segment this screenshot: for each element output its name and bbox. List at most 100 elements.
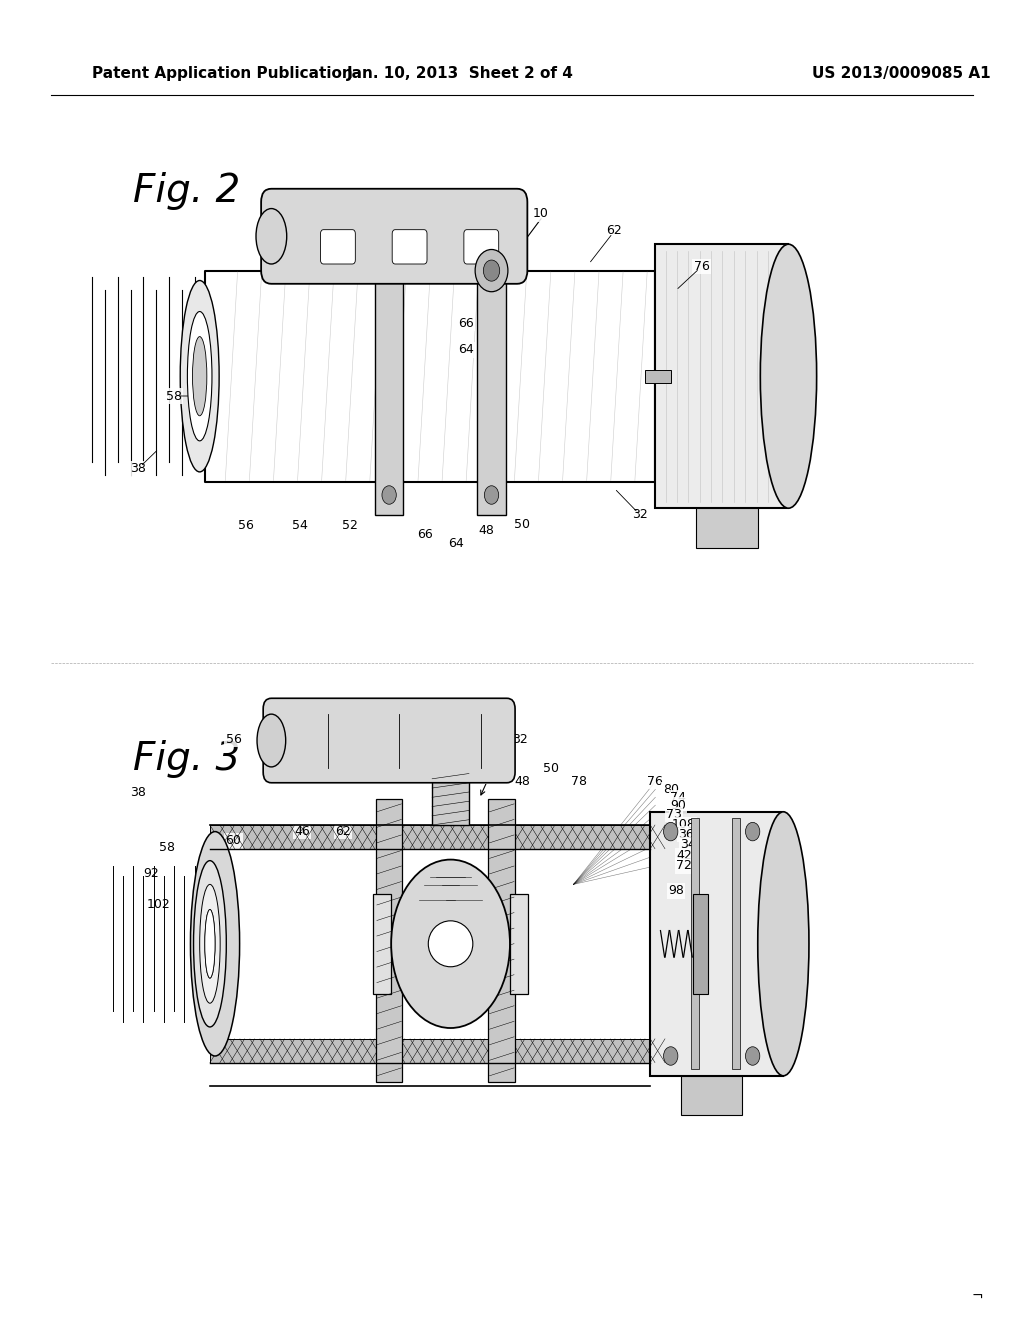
- Ellipse shape: [428, 921, 473, 966]
- Bar: [696, 508, 758, 548]
- Ellipse shape: [391, 859, 510, 1028]
- Text: 54: 54: [287, 733, 303, 746]
- Text: 78: 78: [570, 775, 587, 788]
- Ellipse shape: [758, 812, 809, 1076]
- Bar: [205, 271, 655, 482]
- Text: 98: 98: [668, 884, 684, 898]
- FancyBboxPatch shape: [464, 230, 499, 264]
- Ellipse shape: [257, 714, 286, 767]
- Text: 66: 66: [417, 528, 433, 541]
- Text: 38: 38: [130, 462, 146, 475]
- Bar: [210, 1039, 650, 1063]
- Text: 48: 48: [478, 524, 495, 537]
- Text: 44: 44: [345, 770, 361, 783]
- Text: 62: 62: [606, 224, 623, 238]
- Text: 48: 48: [514, 775, 530, 788]
- Bar: [681, 1076, 742, 1115]
- Text: 80: 80: [663, 783, 679, 796]
- Text: 70: 70: [483, 726, 500, 739]
- Text: 74: 74: [670, 791, 686, 804]
- Text: 90: 90: [670, 799, 686, 812]
- Text: 44: 44: [396, 215, 413, 228]
- Text: 71: 71: [410, 717, 426, 730]
- Ellipse shape: [200, 884, 220, 1003]
- Circle shape: [664, 1047, 678, 1065]
- Text: US 2013/0009085 A1: US 2013/0009085 A1: [812, 66, 990, 82]
- Ellipse shape: [205, 909, 215, 978]
- Bar: [650, 812, 783, 1076]
- Text: ¬: ¬: [972, 1290, 983, 1304]
- Circle shape: [483, 260, 500, 281]
- Text: 54: 54: [292, 519, 308, 532]
- Bar: [210, 825, 650, 849]
- Text: 73: 73: [666, 808, 682, 821]
- Text: 64: 64: [458, 343, 474, 356]
- Bar: [375, 238, 403, 515]
- Text: 76: 76: [647, 775, 664, 788]
- Ellipse shape: [205, 909, 215, 978]
- Ellipse shape: [760, 244, 817, 508]
- Text: 56: 56: [238, 519, 254, 532]
- Circle shape: [484, 248, 499, 267]
- Text: 10: 10: [532, 207, 549, 220]
- Text: 60: 60: [225, 834, 242, 847]
- Text: 32: 32: [632, 508, 648, 521]
- Text: 72: 72: [676, 859, 692, 873]
- Circle shape: [484, 486, 499, 504]
- Circle shape: [745, 1047, 760, 1065]
- Bar: [488, 799, 515, 1082]
- Circle shape: [745, 822, 760, 841]
- Text: 50: 50: [543, 762, 559, 775]
- FancyBboxPatch shape: [263, 698, 515, 783]
- Bar: [376, 799, 402, 1082]
- Ellipse shape: [475, 249, 508, 292]
- Bar: [373, 894, 391, 994]
- Text: 66: 66: [458, 317, 474, 330]
- Text: 38: 38: [130, 785, 146, 799]
- FancyBboxPatch shape: [392, 230, 427, 264]
- Text: 46: 46: [294, 825, 310, 838]
- Text: 34: 34: [680, 838, 696, 851]
- Text: 50: 50: [514, 517, 530, 531]
- Text: 56: 56: [225, 733, 242, 746]
- Text: 36: 36: [678, 828, 694, 841]
- Ellipse shape: [256, 209, 287, 264]
- Text: Jan. 10, 2013  Sheet 2 of 4: Jan. 10, 2013 Sheet 2 of 4: [347, 66, 574, 82]
- Text: 52: 52: [447, 726, 464, 739]
- Text: 42: 42: [676, 849, 692, 862]
- Text: 64: 64: [447, 537, 464, 550]
- Text: Fig. 3: Fig. 3: [133, 741, 241, 777]
- Circle shape: [382, 248, 396, 267]
- Ellipse shape: [193, 337, 207, 416]
- Text: 52: 52: [342, 519, 358, 532]
- Bar: [510, 894, 528, 994]
- Text: 76: 76: [693, 260, 710, 273]
- Ellipse shape: [180, 281, 219, 473]
- Bar: [693, 894, 708, 994]
- Text: 32: 32: [512, 733, 528, 746]
- Text: 58: 58: [159, 841, 175, 854]
- Bar: [732, 818, 740, 1069]
- Text: 58: 58: [166, 389, 182, 403]
- Bar: [477, 238, 506, 515]
- Text: Fig. 2: Fig. 2: [133, 173, 241, 210]
- FancyBboxPatch shape: [321, 230, 355, 264]
- Ellipse shape: [194, 861, 226, 1027]
- Text: 102: 102: [146, 898, 171, 911]
- Text: 40: 40: [348, 733, 365, 746]
- Ellipse shape: [190, 832, 240, 1056]
- Ellipse shape: [187, 312, 212, 441]
- Text: Patent Application Publication: Patent Application Publication: [92, 66, 353, 82]
- Bar: [645, 370, 671, 383]
- Text: 108: 108: [672, 818, 696, 832]
- Circle shape: [664, 822, 678, 841]
- Bar: [655, 244, 788, 508]
- Text: 10: 10: [481, 770, 498, 783]
- Bar: [432, 752, 469, 825]
- Circle shape: [382, 486, 396, 504]
- Text: 48: 48: [401, 726, 418, 739]
- Text: 62: 62: [335, 825, 351, 838]
- Text: 92: 92: [143, 867, 160, 880]
- Bar: [691, 818, 699, 1069]
- FancyBboxPatch shape: [261, 189, 527, 284]
